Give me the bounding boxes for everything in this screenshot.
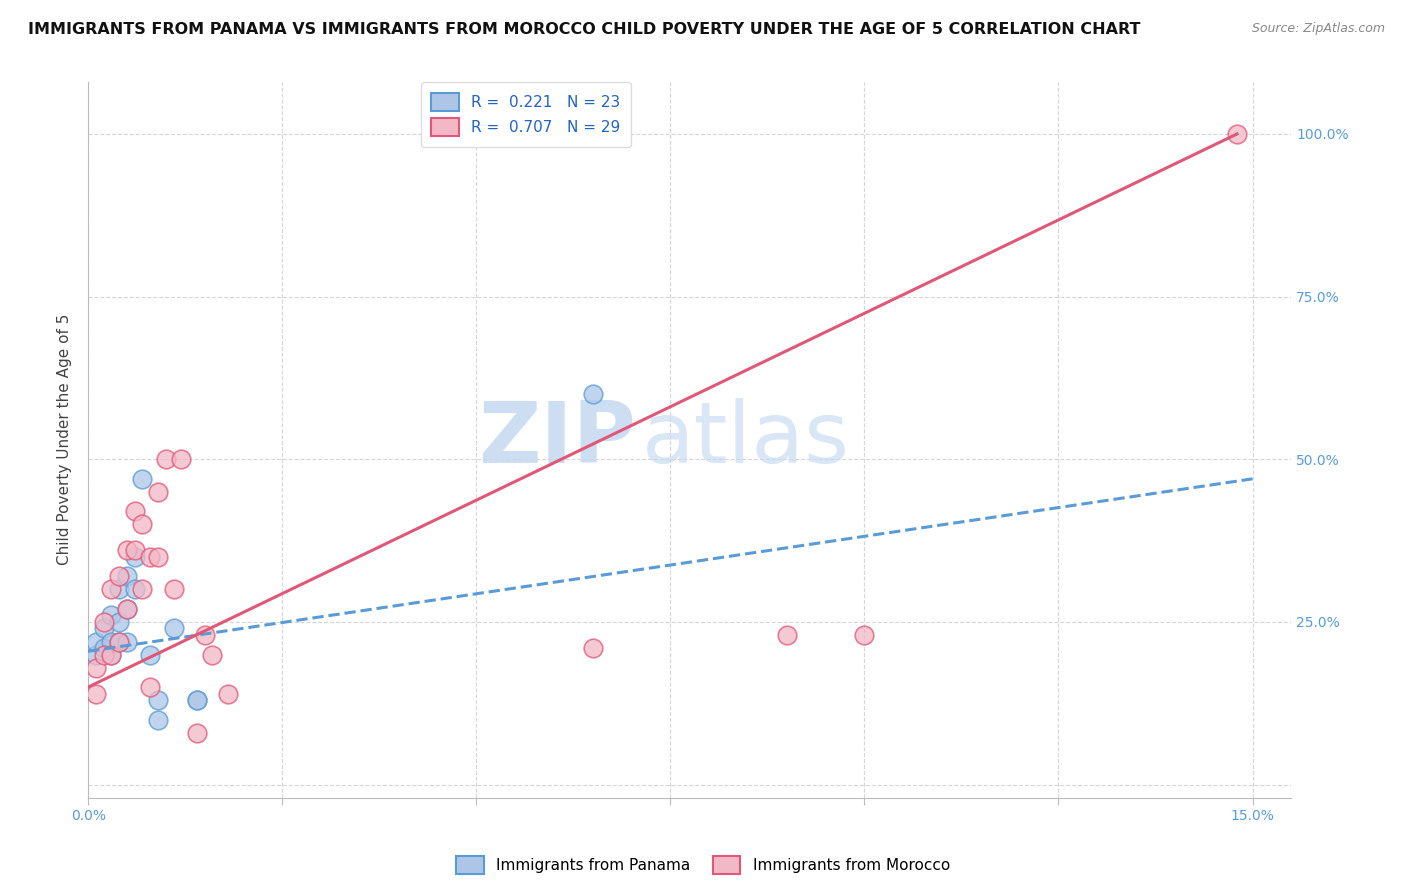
Point [100, 648, 122, 662]
Point [194, 628, 217, 642]
Point [582, 640, 605, 655]
Text: IMMIGRANTS FROM PANAMA VS IMMIGRANTS FROM MOROCCO CHILD POVERTY UNDER THE AGE OF: IMMIGRANTS FROM PANAMA VS IMMIGRANTS FRO… [28, 22, 1140, 37]
Point [146, 713, 169, 727]
Point [582, 387, 605, 401]
Point [146, 549, 169, 564]
Point [100, 648, 122, 662]
Point [84, 648, 107, 662]
Point [108, 569, 131, 583]
Point [139, 648, 162, 662]
Legend: Immigrants from Panama, Immigrants from Morocco: Immigrants from Panama, Immigrants from … [450, 850, 956, 880]
Point [186, 725, 208, 739]
Point [93, 640, 115, 655]
Text: atlas: atlas [641, 399, 849, 482]
Point [201, 648, 224, 662]
Text: Source: ZipAtlas.com: Source: ZipAtlas.com [1251, 22, 1385, 36]
Point [217, 687, 239, 701]
Point [108, 582, 131, 597]
Point [1226, 127, 1249, 141]
Point [124, 549, 146, 564]
Point [162, 582, 184, 597]
Point [139, 680, 162, 694]
Point [93, 622, 115, 636]
Point [124, 504, 146, 518]
Point [115, 634, 138, 648]
Point [115, 602, 138, 616]
Point [853, 628, 876, 642]
Point [84, 660, 107, 674]
Point [93, 648, 115, 662]
Point [115, 543, 138, 558]
Point [776, 628, 799, 642]
Point [84, 634, 107, 648]
Text: ZIP: ZIP [478, 399, 636, 482]
Point [124, 543, 146, 558]
Point [93, 615, 115, 629]
Point [108, 634, 131, 648]
Point [100, 582, 122, 597]
Point [139, 549, 162, 564]
Point [186, 693, 208, 707]
Point [100, 634, 122, 648]
Y-axis label: Child Poverty Under the Age of 5: Child Poverty Under the Age of 5 [58, 314, 72, 566]
Point [131, 517, 153, 532]
Point [186, 693, 208, 707]
Point [170, 452, 193, 467]
Point [162, 622, 184, 636]
Point [146, 484, 169, 499]
Point [100, 608, 122, 623]
Point [108, 615, 131, 629]
Legend: R =  0.221   N = 23, R =  0.707   N = 29: R = 0.221 N = 23, R = 0.707 N = 29 [420, 82, 631, 146]
Point [84, 687, 107, 701]
Point [115, 602, 138, 616]
Point [124, 582, 146, 597]
Point [108, 634, 131, 648]
Point [131, 582, 153, 597]
Point [155, 452, 177, 467]
Point [115, 569, 138, 583]
Point [146, 693, 169, 707]
Point [131, 472, 153, 486]
